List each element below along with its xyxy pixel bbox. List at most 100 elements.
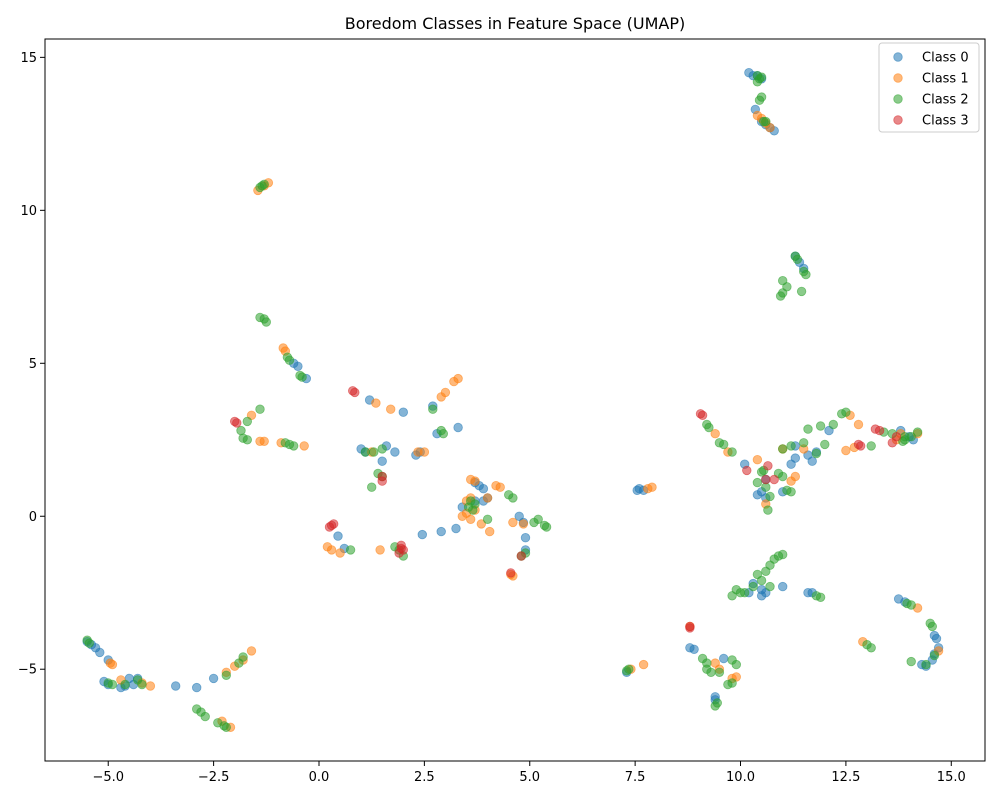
x-tick-label: 15.0 [937,770,966,785]
point-class2 [238,652,248,662]
point-class2 [280,438,291,448]
point-class2 [866,643,876,653]
point-class2 [297,372,307,382]
point-class1 [466,514,476,525]
point-class2 [242,416,253,427]
point-class2 [714,667,725,678]
point-class2 [778,444,788,454]
point-class2 [765,491,775,502]
point-class2 [811,448,822,459]
point-class1 [647,482,657,492]
chart-title: Boredom Classes in Feature Space (UMAP) [345,14,685,33]
x-tick-label: 12.5 [831,770,860,785]
point-class3 [377,471,387,482]
x-tick-label: 2.5 [414,770,435,785]
point-class3 [516,551,527,561]
point-class2 [377,444,387,454]
point-class2 [712,698,723,708]
point-class2 [929,650,940,661]
point-class0 [719,653,729,664]
legend-marker [893,52,903,62]
point-class0 [931,633,942,644]
point-class2 [529,517,539,528]
point-class1 [440,387,451,398]
legend-label: Class 0 [922,51,969,66]
point-class3 [874,425,885,436]
x-tick-label: −5.0 [92,770,124,785]
point-class2 [912,427,923,437]
point-class0 [451,523,461,534]
point-class2 [735,588,746,598]
legend-box [878,42,980,133]
point-class2 [727,591,737,601]
series-class-3 [229,386,902,633]
point-class1 [145,681,156,691]
point-class0 [453,422,463,433]
point-class2 [782,485,792,496]
point-class1 [710,429,720,439]
point-class0 [689,644,699,655]
point-class0 [95,647,105,658]
point-class1 [853,419,864,430]
point-class2 [221,670,232,681]
y-tick-label: 5 [29,357,37,372]
point-class1 [413,447,423,457]
point-class2 [482,514,493,525]
point-class2 [259,179,269,190]
point-class1 [299,441,309,451]
point-class0 [191,682,202,693]
point-class0 [786,459,796,469]
point-class2 [756,72,767,82]
point-class2 [906,656,916,667]
point-class2 [137,679,147,690]
point-class2 [541,522,552,532]
point-class2 [704,422,714,433]
point-class2 [906,600,916,610]
point-class1 [841,445,851,456]
point-class0 [170,681,181,691]
point-class2 [367,482,377,492]
point-class3 [742,465,752,476]
point-class2 [360,447,371,457]
y-tick-label: 15 [20,51,37,66]
point-class2 [778,471,788,482]
point-class2 [369,447,379,457]
point-class1 [457,511,468,522]
point-class1 [790,471,801,482]
point-class3 [394,548,404,558]
point-class1 [476,519,487,529]
point-class3 [697,410,708,421]
point-class1 [107,659,118,670]
point-class2 [778,549,788,560]
point-class2 [815,421,826,431]
point-class2 [927,621,938,632]
point-class2 [801,269,811,280]
point-class2 [900,435,910,445]
point-class2 [866,441,876,451]
point-class0 [208,673,219,684]
point-class1 [470,476,480,486]
point-class0 [756,591,767,601]
x-tick-label: 7.5 [625,770,646,785]
point-class0 [436,526,446,537]
x-tick-label: 0.0 [309,770,330,785]
point-class2 [706,667,716,678]
point-class2 [345,545,356,555]
point-class2 [765,560,775,570]
point-class1 [246,646,257,656]
point-class2 [828,419,839,430]
point-class3 [232,418,242,428]
series-class-2 [82,70,940,733]
point-class2 [765,581,775,592]
point-class1 [638,659,649,670]
point-class1 [335,548,345,558]
point-class1 [326,545,337,555]
point-class2 [508,493,518,503]
point-class2 [84,638,95,648]
point-class2 [820,439,830,450]
point-class1 [495,482,505,492]
point-class2 [815,592,826,603]
point-class2 [120,679,130,690]
point-class2 [719,439,729,450]
point-class2 [796,286,807,297]
